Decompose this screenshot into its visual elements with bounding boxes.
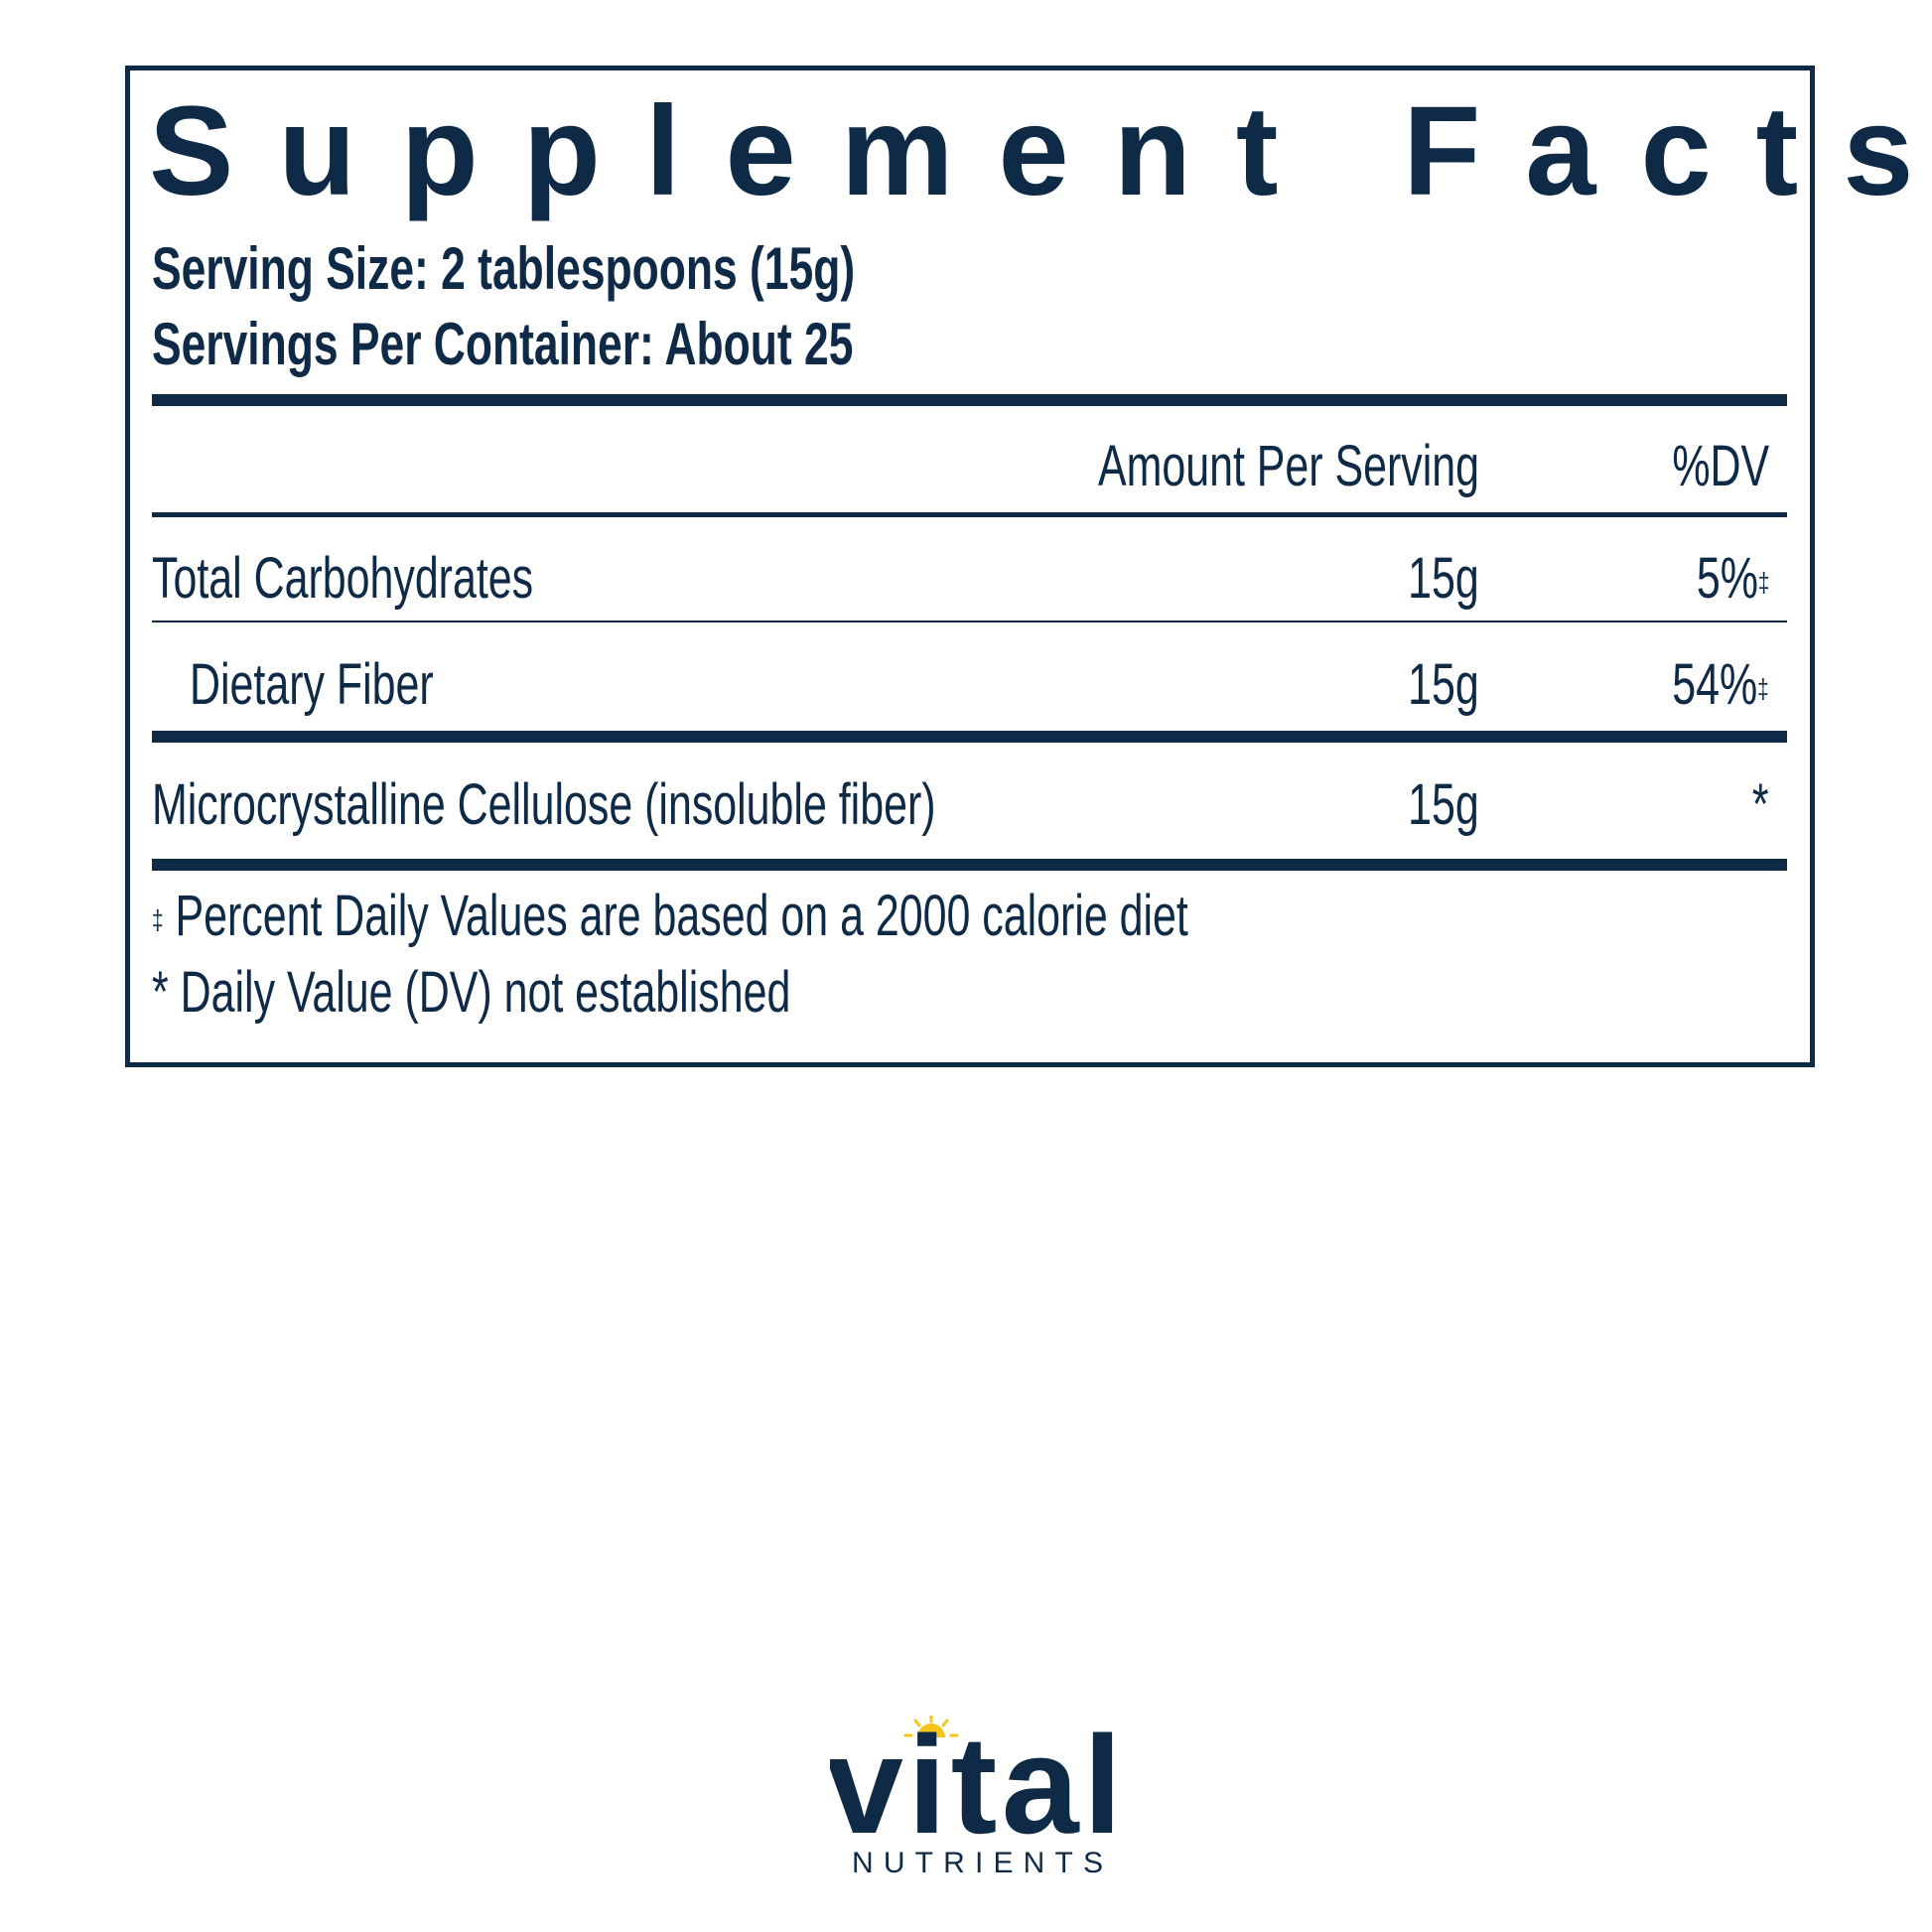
row-dv: 54%‡ (1672, 652, 1769, 717)
row-name: Microcrystalline Cellulose (insoluble fi… (152, 772, 936, 837)
row-dv: 5%‡ (1696, 546, 1769, 611)
serving-size: Serving Size: 2 tablespoons (15g) (152, 235, 856, 302)
brand-wordmark: vital (830, 1716, 1116, 1863)
row-amount: 15g (1408, 772, 1479, 837)
header-amount: Amount Per Serving (1097, 434, 1479, 498)
row-dv: * (1752, 772, 1769, 837)
servings-per-container: Servings Per Container: About 25 (152, 311, 854, 377)
panel-title: Supplement Facts (149, 80, 1932, 222)
row-amount: 15g (1408, 546, 1479, 611)
divider-thick (152, 731, 1787, 743)
divider-medium (152, 512, 1787, 517)
divider-thick (152, 859, 1787, 871)
row-name: Total Carbohydrates (152, 546, 534, 611)
divider-thin (152, 621, 1787, 622)
vital-nutrients-logo: vital NUTRIENTS (830, 1716, 1118, 1874)
brand-subtitle: NUTRIENTS (852, 1847, 1112, 1874)
row-amount: 15g (1408, 652, 1479, 717)
footnote: ‡ Percent Daily Values are based on a 20… (152, 884, 1188, 948)
supplement-facts-panel (125, 66, 1815, 1067)
sun-icon (903, 1716, 959, 1737)
row-name: Dietary Fiber (190, 652, 434, 717)
header-dv: %DV (1672, 434, 1769, 498)
footnote: * Daily Value (DV) not established (152, 960, 791, 1025)
divider-thick (152, 394, 1787, 406)
